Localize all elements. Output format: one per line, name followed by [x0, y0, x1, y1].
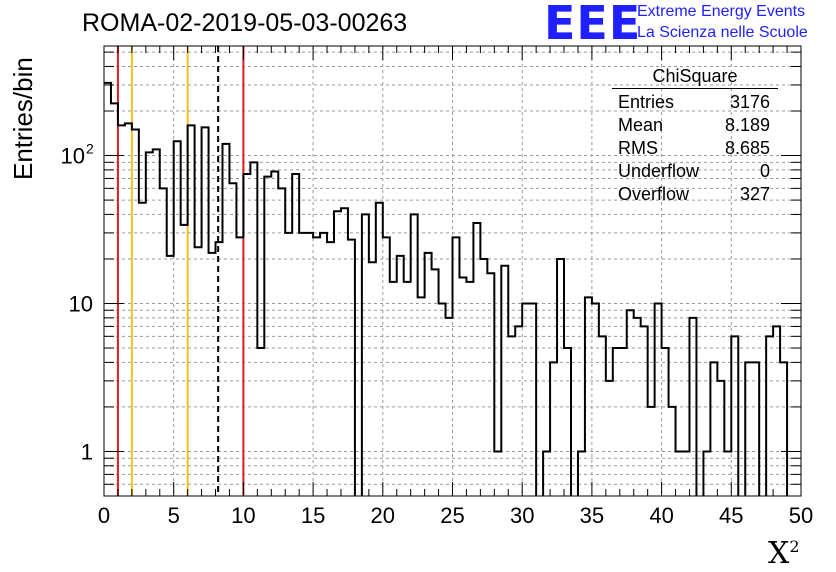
histogram-step-line: [104, 81, 789, 496]
x-tick-label: 25: [440, 503, 464, 528]
y-tick-label: 1: [81, 439, 93, 464]
stats-value: 8.189: [724, 115, 770, 135]
x-tick-label: 45: [719, 503, 743, 528]
y-axis-label: Entries/bin: [8, 57, 38, 180]
logo-caption-line2: La Scienza nelle Scuole: [637, 24, 808, 41]
stats-label: Overflow: [618, 184, 690, 204]
y-tick-label: 10: [69, 292, 93, 317]
stats-label: Underflow: [618, 161, 700, 181]
stats-row-underflow: Underflow 0: [612, 160, 778, 183]
x-tick-label: 5: [168, 503, 180, 528]
stats-row-mean: Mean 8.189: [612, 114, 778, 137]
stats-row-overflow: Overflow 327: [612, 183, 778, 206]
stats-row-rms: RMS 8.685: [612, 137, 778, 160]
x-tick-label: 40: [649, 503, 673, 528]
stats-title: ChiSquare: [612, 66, 778, 89]
eee-logo: EEE: [544, 0, 642, 50]
logo-caption-line1: Extreme Energy Events: [637, 3, 806, 20]
x-axis-label-sup: 2: [789, 537, 800, 556]
y-tick-exponent: 2: [86, 141, 94, 157]
x-axis-label: Χ2: [768, 536, 800, 571]
reference-lines: [116, 46, 245, 496]
x-tick-label: 20: [371, 503, 395, 528]
stats-value: 8.685: [724, 138, 770, 158]
stats-value: 327: [739, 184, 770, 204]
x-tick-label: 10: [231, 503, 255, 528]
stats-value: 0: [759, 161, 770, 181]
histogram: [104, 81, 789, 496]
stats-label: RMS: [618, 138, 658, 158]
x-axis-label-base: Χ: [768, 536, 790, 571]
stats-row-entries: Entries 3176: [612, 91, 778, 114]
stats-value: 3176: [729, 92, 770, 112]
x-tick-label: 15: [301, 503, 325, 528]
stats-box: ChiSquare Entries 3176 Mean 8.189 RMS 8.685…: [612, 66, 778, 206]
stats-label: Entries: [618, 92, 675, 112]
stats-label: Mean: [618, 115, 664, 135]
x-tick-label: 50: [789, 503, 813, 528]
y-tick-label: 10: [61, 144, 85, 169]
x-tick-label: 30: [510, 503, 534, 528]
x-tick-label: 0: [98, 503, 110, 528]
chart-title: ROMA-02-2019-05-03-00263: [82, 9, 408, 37]
x-tick-label: 35: [580, 503, 604, 528]
